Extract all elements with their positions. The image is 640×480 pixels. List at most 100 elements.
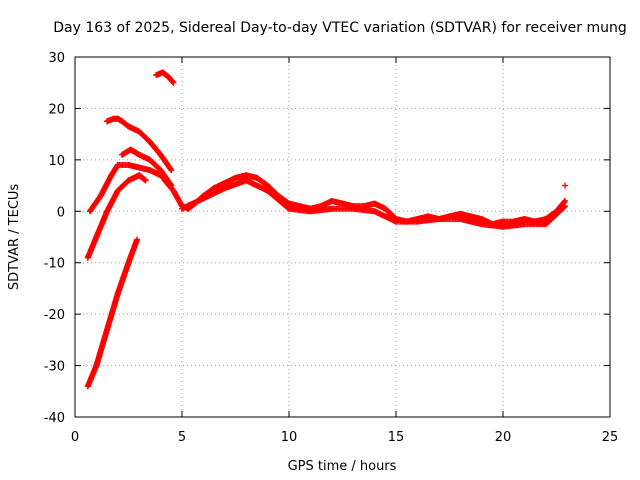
data-point — [169, 78, 176, 85]
data-point — [221, 180, 228, 186]
data-point — [170, 79, 177, 86]
data-point — [157, 167, 164, 174]
y-tick-label: 10 — [48, 154, 65, 169]
data-point — [146, 156, 153, 163]
x-tick-label: 10 — [281, 430, 298, 445]
x-tick-label: 15 — [388, 430, 405, 445]
series-arc-e — [104, 115, 175, 174]
data-point — [286, 200, 292, 207]
data-point — [200, 195, 207, 202]
data-point — [114, 162, 121, 168]
data-point — [328, 205, 335, 212]
y-tick-label: -20 — [44, 308, 65, 323]
series-outlier — [562, 182, 569, 189]
data-point — [179, 205, 185, 212]
y-tick-label: 0 — [57, 205, 65, 220]
data-point — [264, 182, 271, 189]
data-point — [104, 208, 111, 215]
data-point — [457, 216, 464, 222]
data-point — [136, 151, 143, 158]
data-point — [125, 177, 132, 184]
x-tick-label: 0 — [71, 430, 79, 445]
data-point — [393, 218, 399, 225]
data-point — [382, 205, 389, 212]
data-point — [108, 172, 115, 179]
data-point — [166, 74, 173, 81]
data-point — [243, 177, 250, 184]
data-point — [264, 187, 271, 194]
data-point — [170, 187, 177, 194]
series-arc-f — [153, 69, 177, 86]
series-main-low — [179, 177, 569, 230]
data-point — [561, 203, 568, 210]
data-point — [521, 216, 528, 222]
data-point — [125, 162, 132, 168]
x-tick-label: 20 — [495, 430, 512, 445]
data-point — [562, 198, 569, 204]
data-point — [104, 326, 111, 333]
y-axis: -40 -30 -20 -10 0 10 20 30 — [44, 51, 610, 426]
data-point — [93, 362, 100, 369]
data-point — [159, 69, 166, 76]
data-point — [119, 118, 126, 125]
data-point — [371, 200, 378, 207]
data-point — [114, 187, 121, 194]
data-point — [253, 174, 260, 181]
y-tick-label: 20 — [48, 102, 65, 117]
data-point — [127, 146, 134, 153]
data-point — [93, 234, 100, 240]
chart-title: Day 163 of 2025, Sidereal Day-to-day VTE… — [53, 20, 627, 36]
data-point — [232, 174, 239, 181]
plot-frame — [74, 56, 611, 418]
y-tick-label: -10 — [44, 257, 65, 272]
y-axis-label: SDTVAR / TECUs — [7, 184, 22, 291]
data-point — [146, 167, 153, 174]
data-point — [136, 128, 143, 135]
data-point — [134, 236, 141, 243]
data-point — [478, 221, 485, 228]
data-point — [84, 254, 91, 261]
data-point — [371, 208, 378, 215]
data-point — [136, 172, 143, 179]
data-point — [339, 200, 346, 207]
y-tick-label: -30 — [44, 360, 65, 375]
y-tick-label: -40 — [44, 411, 65, 426]
series-arc-a — [84, 236, 141, 390]
data-point — [136, 164, 143, 171]
x-axis-label: GPS time / hours — [288, 459, 397, 474]
data-point — [157, 151, 164, 158]
data-point — [542, 221, 549, 228]
data-point — [328, 198, 335, 204]
data-point — [125, 259, 132, 266]
data-point — [104, 118, 111, 125]
grid-lines — [75, 57, 610, 417]
data-point — [153, 72, 160, 78]
data-point — [562, 203, 569, 210]
series-main — [161, 172, 569, 228]
x-tick-label: 25 — [602, 430, 619, 445]
data-point — [435, 216, 442, 222]
series-arc-d — [119, 146, 175, 189]
data-point — [119, 151, 126, 158]
data-point — [114, 290, 121, 297]
data-point — [142, 177, 149, 184]
data-point — [243, 172, 250, 179]
data-point — [168, 167, 175, 174]
x-tick-label: 5 — [178, 430, 186, 445]
data-point — [350, 205, 357, 212]
data-point — [86, 208, 93, 215]
data-point — [114, 115, 121, 122]
data-point — [500, 223, 506, 230]
y-tick-label: 30 — [48, 51, 65, 66]
data-point — [562, 182, 569, 189]
data-points — [84, 69, 569, 390]
data-point — [414, 218, 421, 225]
data-point — [161, 177, 168, 184]
data-point — [467, 213, 474, 220]
series-arc-b — [84, 172, 149, 261]
data-point — [97, 192, 104, 199]
data-point — [84, 383, 91, 390]
data-point — [521, 221, 528, 228]
data-point — [457, 210, 464, 217]
